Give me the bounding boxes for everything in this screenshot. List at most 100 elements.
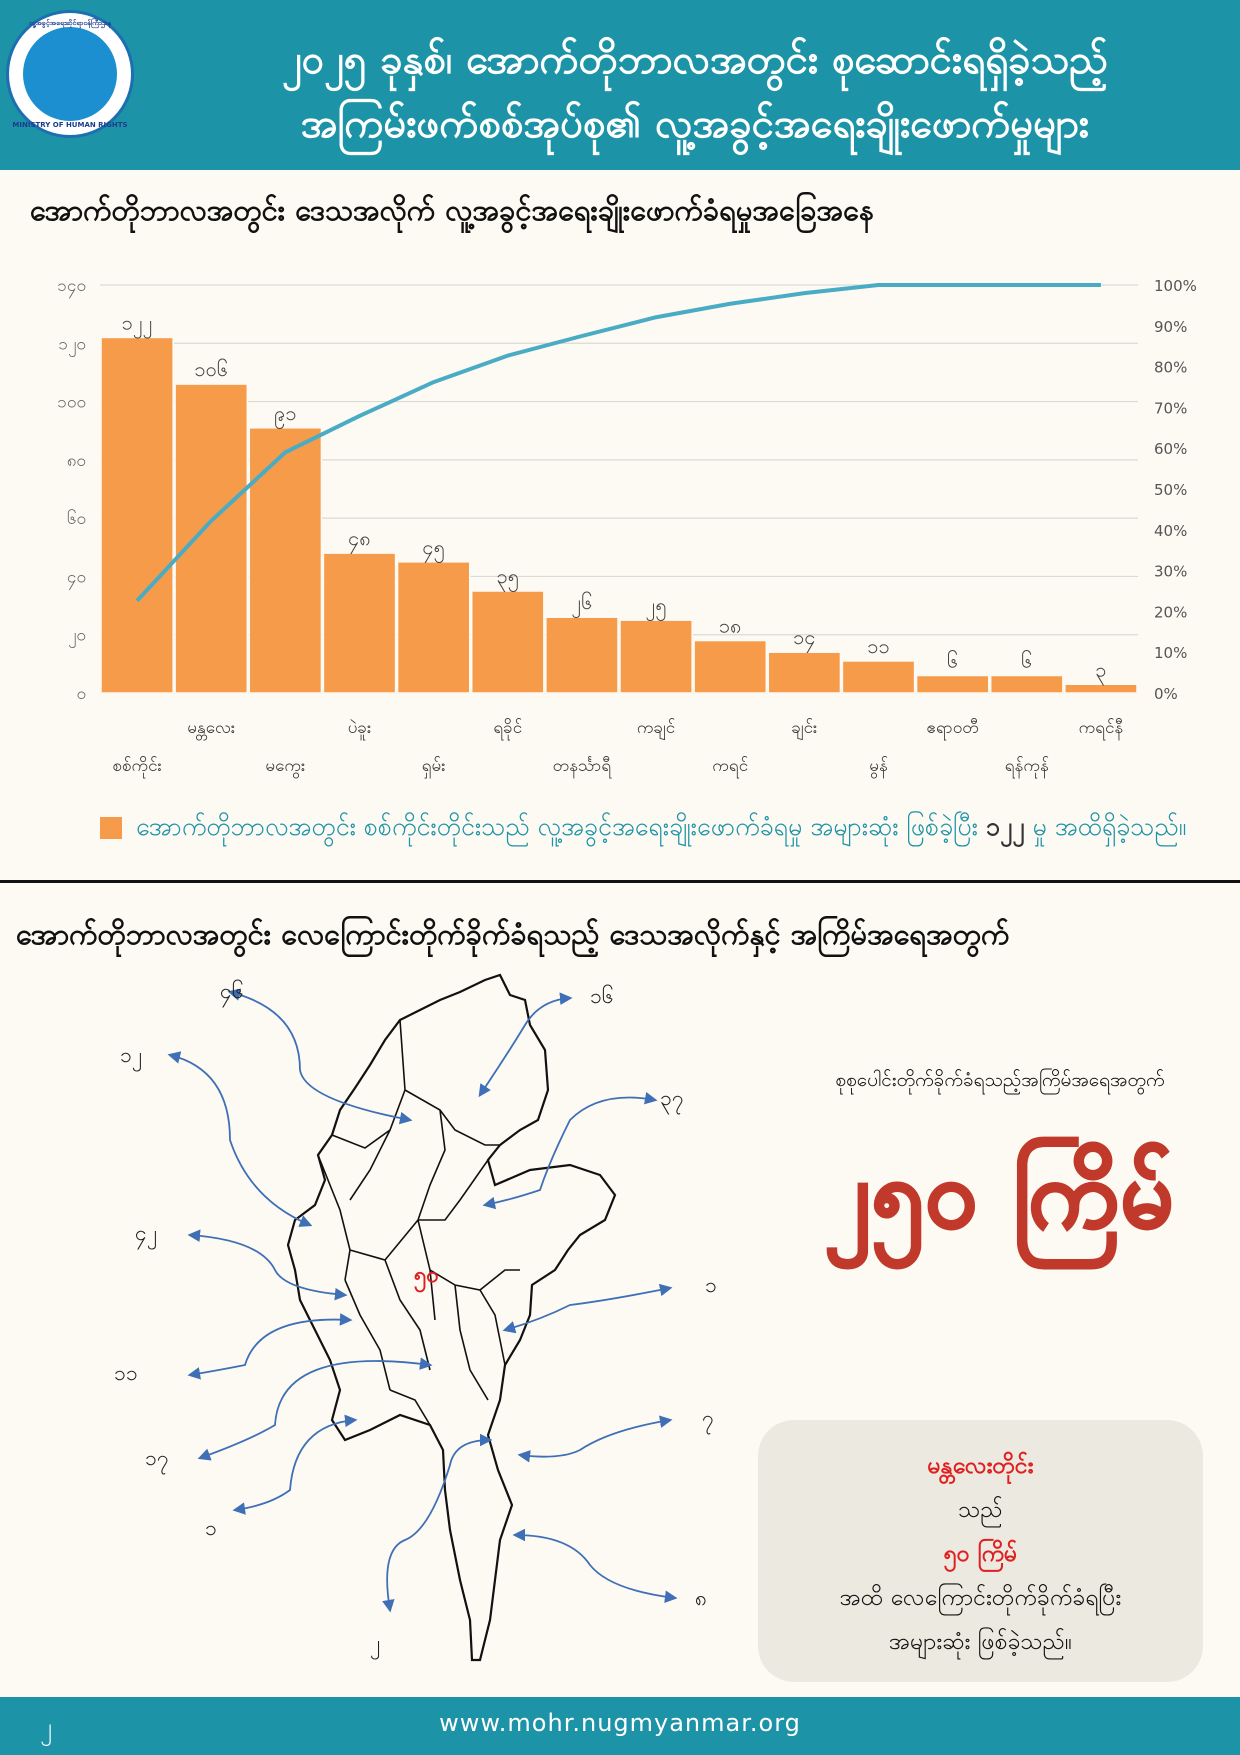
map-count-label: ၁ <box>705 1273 717 1297</box>
bar-11 <box>915 674 990 694</box>
map-count-label: ၁၂ <box>120 1043 142 1072</box>
x-tick-label: ရခိုင် <box>493 718 522 741</box>
x-tick-label: ကရင် <box>712 756 748 779</box>
x-tick-label: ပဲခူး <box>348 718 372 741</box>
y-tick-label: ၈၀ <box>67 451 86 471</box>
callout-line4: အထိ လေကြောင်းတိုက်ခိုက်ခံရပြီး <box>839 1585 1122 1611</box>
legend-number: ၁၂၂ <box>985 812 1025 841</box>
bar-13 <box>1064 683 1138 694</box>
header-banner: လူ့အခွင့်အရေးဆိုင်ရာဝန်ကြီးဌာန MINISTRY … <box>0 0 1240 170</box>
y-tick-label: ၄၀ <box>67 567 86 590</box>
y2-tick-label: 50% <box>1154 481 1187 499</box>
x-tick-label: ရန်ကုန် <box>1005 756 1049 779</box>
y-tick-label: ၁၀၀ <box>57 393 86 413</box>
y2-tick-label: 40% <box>1154 522 1187 540</box>
bar-9 <box>767 651 842 694</box>
page-title-line1: ၂၀၂၅ ခုနှစ်၊ အောက်တိုဘာလအတွင်း စုဆောင်းရ… <box>282 37 1108 83</box>
bar-value-label: ၁၈ <box>719 614 742 638</box>
y2-tick-label: 10% <box>1154 644 1187 662</box>
y2-tick-label: 100% <box>1154 277 1197 295</box>
map-count-label: ၂ <box>370 1631 380 1660</box>
map-count-label: ၄၆ <box>220 978 244 1008</box>
map-outline <box>286 973 617 1662</box>
bar-1 <box>174 383 249 694</box>
map-count-label: ၈ <box>695 1586 707 1610</box>
y-tick-label: ၆၀ <box>67 508 86 529</box>
y2-tick-label: 90% <box>1154 318 1187 336</box>
bar-value-label: ၃ <box>1095 657 1106 685</box>
map-count-label: ၁၆ <box>590 983 614 1008</box>
map-arrow <box>478 992 573 1098</box>
y-tick-label: ၁၂၀ <box>59 334 86 357</box>
bar-value-label: ၂၆ <box>571 590 592 618</box>
y2-tick-label: 70% <box>1154 399 1187 417</box>
bar-value-label: ၁၁ <box>867 634 890 658</box>
map-arrow <box>232 1414 358 1515</box>
page-number: ၂ <box>40 1713 52 1741</box>
map-arrow <box>502 1283 673 1334</box>
map-arrow <box>187 1229 348 1301</box>
bar-value-label: ၃၅ <box>497 564 520 592</box>
x-tick-label: ရှမ်း <box>422 756 446 779</box>
x-tick-label: စစ်ကိုင်း <box>112 756 162 779</box>
x-tick-label: မကွေး <box>265 756 305 779</box>
chart-legend: အောက်တိုဘာလအတွင်း စစ်ကိုင်းတိုင်းသည် လူ့… <box>100 808 1200 846</box>
map-count-label: ၁၁ <box>114 1361 138 1385</box>
map-count-label: ၁၇ <box>145 1446 169 1475</box>
x-tick-label: တနင်္သာရီ <box>553 756 613 779</box>
bar-value-label: ၂၅ <box>646 593 667 621</box>
bar-7 <box>619 619 693 694</box>
section1-title: အောက်တိုဘာလအတွင်း ဒေသအလိုက် လူ့အခွင့်အရေ… <box>30 193 874 227</box>
y-tick-label: ၀ <box>76 684 86 704</box>
bar-0 <box>100 336 174 694</box>
x-tick-label: ဧရာဝတီ <box>926 718 978 741</box>
map-count-label: ၄၂ <box>135 1221 157 1250</box>
bar-2 <box>248 427 323 694</box>
bar-10 <box>841 660 916 694</box>
x-tick-label: မန္တလေး <box>187 718 235 741</box>
legend-swatch <box>100 817 122 839</box>
callout-count: ၅၀ ကြိမ် <box>943 1541 1018 1567</box>
map-arrow <box>482 1092 658 1210</box>
bar-value-label: ၁၂၂ <box>122 310 153 338</box>
footer-url[interactable]: www.mohr.nugmyanmar.org <box>439 1709 801 1737</box>
bar-value-label: ၉၁ <box>274 401 297 429</box>
bar-value-label: ၁၄ <box>793 625 816 653</box>
bar-value-label: ၁၀၆ <box>194 357 228 381</box>
legend-text: အောက်တိုဘာလအတွင်း စစ်ကိုင်းတိုင်းသည် လူ့… <box>136 812 978 841</box>
x-tick-label: မွန် <box>869 756 888 779</box>
bar-3 <box>322 552 397 694</box>
map-count-label: ၃၇ <box>660 1086 684 1115</box>
bar-value-label: ၆ <box>947 649 958 673</box>
total-label: စုစုပေါင်းတိုက်ခိုက်ခံရသည့်အကြိမ်အရေအတွက… <box>835 1069 1165 1091</box>
y2-tick-label: 60% <box>1154 440 1187 458</box>
bar-5 <box>470 590 545 694</box>
y2-tick-label: 80% <box>1154 359 1187 377</box>
bar-12 <box>989 674 1064 694</box>
x-tick-label: ကချင် <box>637 718 675 741</box>
footer-bar: ၂ www.mohr.nugmyanmar.org <box>0 1697 1240 1755</box>
callout-region: မန္တလေးတိုင်း <box>927 1453 1034 1479</box>
bar-value-label: ၄၅ <box>422 535 445 563</box>
callout-line5: အများဆုံး ဖြစ်ခဲ့သည်။ <box>889 1629 1072 1655</box>
map-arrow <box>167 1051 313 1227</box>
y2-tick-label: 30% <box>1154 563 1187 581</box>
map-arrow <box>512 1528 678 1604</box>
callout-line2: သည် <box>958 1497 1003 1523</box>
page-title-line2: အကြမ်းဖက်စစ်အုပ်စု၏ လူ့အခွင့်အရေးချိုးဖေ… <box>300 101 1090 147</box>
y-tick-label: ၁၄၀ <box>57 276 86 299</box>
map-count-label: ၁ <box>205 1516 217 1540</box>
logo-emblem <box>23 27 117 121</box>
map-arrow <box>517 1415 673 1463</box>
callout-box: မန္တလေးတိုင်း သည် ၅၀ ကြိမ် အထိ လေကြောင်း… <box>758 1420 1203 1682</box>
y2-tick-label: 0% <box>1154 685 1178 703</box>
y2-tick-label: 20% <box>1154 603 1187 621</box>
pareto-chart: ၀ ၂၀ ၄၀ ၆၀ ၈၀ ၁၀၀ ၁၂၀ ၁၄၀ 0% 10% 20% 30% 40% 50% 60% 70… <box>57 276 1197 779</box>
map-arrow <box>382 1433 493 1613</box>
logo-top-text: လူ့အခွင့်အရေးဆိုင်ရာဝန်ကြီးဌာန <box>28 19 112 27</box>
map-internal-borders <box>317 1019 520 1426</box>
bar-8 <box>693 639 768 694</box>
x-tick-label: ချင်း <box>791 718 817 741</box>
